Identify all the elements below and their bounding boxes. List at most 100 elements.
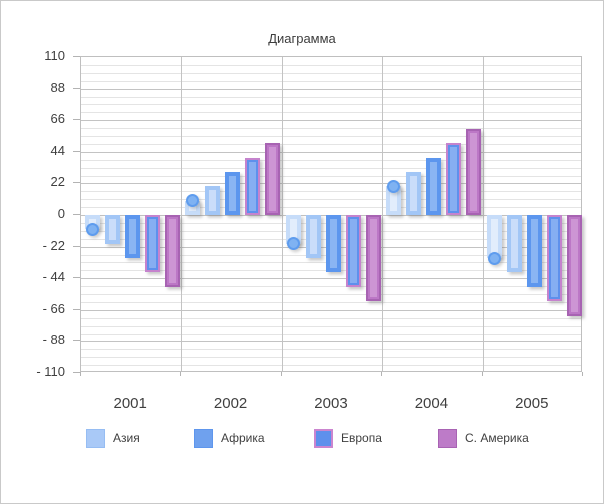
legend-swatch: [86, 429, 105, 448]
y-axis-tick: [73, 245, 80, 247]
y-axis-tick: [73, 214, 80, 215]
y-axis-label: 22: [50, 174, 65, 190]
bar-Азия-2005: [506, 215, 522, 273]
legend-swatch: [314, 429, 333, 448]
y-axis-label: 66: [50, 111, 65, 127]
gridline-minor: [81, 357, 581, 359]
legend-swatch: [438, 429, 457, 448]
bar-core: [390, 190, 398, 211]
bar-Европа-2004: [446, 143, 462, 215]
gridline-minor: [81, 112, 581, 114]
bar-core: [530, 219, 538, 283]
bar-С. Америка-2002: [265, 143, 281, 215]
gridline-minor: [81, 333, 581, 335]
gridline-minor: [81, 317, 581, 319]
bar-Африка-2005: [526, 215, 542, 287]
bar-core: [430, 161, 438, 211]
chart-title: Диаграмма: [268, 31, 336, 46]
y-axis-tick: [73, 87, 80, 89]
y-axis-label: - 22: [42, 237, 65, 253]
x-axis-tick: [582, 372, 583, 376]
bar-core: [570, 219, 578, 312]
y-axis-tick: [73, 340, 80, 342]
bar-core: [349, 219, 357, 283]
bar-core: [329, 219, 337, 269]
y-axis-tick: [73, 277, 80, 279]
circle-marker: [86, 222, 99, 236]
gridline-major: [81, 151, 581, 153]
gridline-minor: [81, 159, 581, 161]
y-axis-label: - 44: [42, 269, 65, 285]
gridline-minor: [81, 301, 581, 303]
gridline-minor: [81, 104, 581, 106]
bar-С. Америка-2001: [165, 215, 180, 287]
legend-label: Африка: [221, 431, 265, 445]
bar-Африка-2004: [426, 157, 442, 215]
group-separator: [181, 57, 183, 371]
y-axis-tick: [73, 182, 80, 184]
gridline-minor: [81, 167, 581, 169]
x-axis-label: 2004: [414, 395, 449, 412]
bar-core: [369, 219, 377, 298]
legend-label: Европа: [341, 431, 382, 445]
bar-Африка-2001: [125, 215, 140, 259]
bar-core: [490, 219, 498, 255]
gridline-minor: [81, 72, 581, 74]
x-axis-label: 2001: [113, 395, 147, 412]
bar-Европа-2001: [145, 215, 160, 273]
bar-Африка-2002: [225, 171, 241, 215]
bar-core: [89, 219, 96, 226]
bar-core: [229, 175, 237, 211]
bar-core: [550, 219, 558, 298]
bar-Азия-2003: [305, 215, 321, 259]
bar-core: [249, 161, 257, 211]
x-axis-tick: [280, 372, 282, 376]
bar-Азия-2002: [205, 186, 221, 215]
y-axis-label: - 88: [42, 332, 65, 348]
gridline-minor: [81, 143, 581, 145]
gridline-minor: [81, 199, 581, 201]
gridline-minor: [81, 325, 581, 327]
bar-core: [309, 219, 317, 255]
gridline-minor: [81, 207, 581, 209]
y-axis-tick: [73, 372, 80, 373]
circle-marker: [186, 194, 200, 208]
y-axis-tick: [73, 150, 80, 152]
bar-С. Америка-2004: [466, 128, 482, 215]
circle-marker: [286, 237, 300, 251]
legend-label: Азия: [113, 431, 140, 445]
gridline-minor: [81, 175, 581, 177]
gridline-major: [81, 88, 581, 90]
bar-series1-2005: [486, 215, 502, 259]
gridline-major: [81, 183, 581, 185]
bar-core: [209, 190, 217, 211]
x-axis-tick: [180, 372, 182, 376]
y-axis-label: - 110: [36, 364, 65, 379]
bar-core: [149, 219, 156, 269]
gridline-major: [81, 341, 581, 343]
gridline-major: [81, 120, 581, 122]
x-axis-label: 2002: [213, 395, 248, 412]
x-axis-label: 2003: [314, 395, 348, 412]
gridline-minor: [81, 96, 581, 98]
gridline-minor: [81, 286, 581, 288]
y-axis-label: 110: [44, 48, 65, 63]
bar-core: [269, 147, 277, 211]
bar-Африка-2003: [325, 215, 341, 273]
y-axis-label: 0: [57, 206, 65, 221]
gridline-minor: [81, 136, 581, 137]
x-axis-tick: [80, 372, 81, 376]
bar-core: [169, 219, 176, 283]
group-separator: [482, 57, 484, 371]
y-axis-tick: [73, 308, 80, 310]
gridline-major: [81, 278, 581, 280]
legend-label: С. Америка: [465, 431, 529, 445]
gridline-minor: [81, 294, 581, 295]
gridline-minor: [81, 64, 581, 66]
group-separator: [281, 57, 283, 371]
gridline-minor: [81, 128, 581, 130]
circle-marker: [387, 179, 401, 193]
bar-series1-2003: [285, 215, 301, 244]
bar-core: [109, 219, 116, 240]
